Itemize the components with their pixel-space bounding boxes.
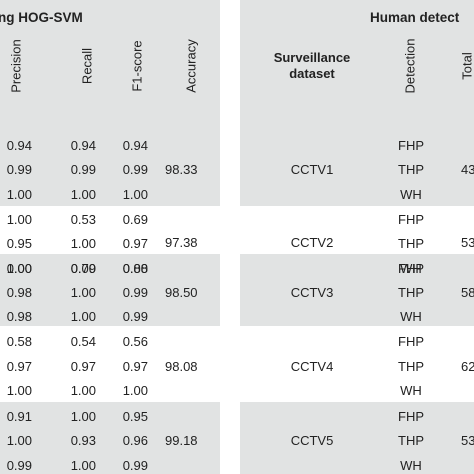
dataset-name: CCTV4 xyxy=(290,359,334,374)
left-header-band xyxy=(0,0,220,130)
cell-accuracy: 98.50 xyxy=(165,285,198,300)
cell-accuracy: 97.38 xyxy=(165,235,198,250)
cell-f1score: 0.97 xyxy=(122,236,148,251)
total-value: 43 xyxy=(461,162,474,177)
cell-precision: 0.94 xyxy=(6,138,32,153)
cell-precision: 0.00 xyxy=(6,261,32,276)
cell-precision: 0.98 xyxy=(6,309,32,324)
detection-label: THP xyxy=(398,236,424,251)
detection-label: THP xyxy=(398,162,424,177)
total-header: Total xyxy=(459,52,474,80)
cell-accuracy: 99.18 xyxy=(165,433,198,448)
detection-label: WH xyxy=(400,187,422,202)
right-group-band-3 xyxy=(240,254,474,326)
cell-recall: 1.00 xyxy=(70,409,96,424)
col-header-accuracy: Accuracy xyxy=(183,39,199,93)
cell-precision: 1.00 xyxy=(6,212,32,227)
cell-f1score: 0.99 xyxy=(122,309,148,324)
cell-recall: 0.93 xyxy=(70,433,96,448)
cell-precision: 0.97 xyxy=(6,359,32,374)
total-value: 62 xyxy=(461,359,474,374)
dataset-name: CCTV1 xyxy=(290,162,334,177)
total-value: 58 xyxy=(461,285,474,300)
detection-label: FHP xyxy=(398,409,424,424)
right-table-title: Human detect xyxy=(370,10,460,25)
detection-label: THP xyxy=(398,285,424,300)
dataset-name: CCTV2 xyxy=(290,235,334,250)
cell-recall: 0.94 xyxy=(70,138,96,153)
cell-recall: 0.00 xyxy=(70,261,96,276)
left-group-band-3 xyxy=(0,254,220,326)
cell-precision: 1.00 xyxy=(6,433,32,448)
cell-precision: 0.95 xyxy=(6,236,32,251)
left-group-band-5 xyxy=(0,402,220,474)
cell-recall: 1.00 xyxy=(70,187,96,202)
cell-f1score: 0.99 xyxy=(122,285,148,300)
cell-precision: 1.00 xyxy=(6,261,32,276)
cell-precision: 0.58 xyxy=(6,334,32,349)
cell-recall: 0.79 xyxy=(70,261,96,276)
cell-accuracy: 98.08 xyxy=(165,359,198,374)
cell-recall: 1.00 xyxy=(70,285,96,300)
cell-f1score: 0.95 xyxy=(122,409,148,424)
cell-f1score: 0.94 xyxy=(122,138,148,153)
total-value: 53 xyxy=(461,235,474,250)
detection-label: THP xyxy=(398,433,424,448)
cell-recall: 1.00 xyxy=(70,236,96,251)
cell-recall: 1.00 xyxy=(70,309,96,324)
cell-recall: 0.97 xyxy=(70,359,96,374)
left-group-band-1 xyxy=(0,130,220,206)
cell-f1score: 0.99 xyxy=(122,162,148,177)
detection-label: WH xyxy=(400,458,422,473)
cell-f1score: 1.00 xyxy=(122,187,148,202)
col-header-f1score: F1-score xyxy=(129,40,145,92)
cell-f1score: 0.56 xyxy=(122,334,148,349)
col-header-precision: Precision xyxy=(8,39,24,93)
detection-label: WH xyxy=(400,383,422,398)
cell-f1score: 0.00 xyxy=(122,261,148,276)
cell-recall: 0.99 xyxy=(70,162,96,177)
dataset-name: CCTV5 xyxy=(290,433,334,448)
total-value: 53 xyxy=(461,433,474,448)
detection-label: WH xyxy=(400,309,422,324)
cell-precision: 0.98 xyxy=(6,285,32,300)
detection-label: FHP xyxy=(398,138,424,153)
detection-label: FHP xyxy=(398,261,424,276)
detection-header: Detection xyxy=(402,38,418,94)
dataset-name: CCTV3 xyxy=(290,285,334,300)
cell-f1score: 0.69 xyxy=(122,212,148,227)
cell-precision: 0.99 xyxy=(6,458,32,473)
right-group-band-5 xyxy=(240,402,474,474)
cell-precision: 1.00 xyxy=(6,187,32,202)
cell-recall: 1.00 xyxy=(70,383,96,398)
left-table-title: ng HOG-SVM xyxy=(0,10,83,25)
cell-precision: 0.99 xyxy=(6,162,32,177)
surveillance-dataset-header: Surveillance dataset xyxy=(273,50,351,82)
cell-recall: 0.54 xyxy=(70,334,96,349)
detection-label: FHP xyxy=(398,212,424,227)
cell-accuracy: 98.33 xyxy=(165,162,198,177)
right-group-band-1 xyxy=(240,130,474,206)
detection-label: FHP xyxy=(398,334,424,349)
cell-f1score: 0.88 xyxy=(122,261,148,276)
cell-f1score: 1.00 xyxy=(122,383,148,398)
cell-f1score: 0.96 xyxy=(122,433,148,448)
col-header-recall: Recall xyxy=(79,47,95,85)
right-header-band xyxy=(240,0,474,130)
cell-recall: 1.00 xyxy=(70,458,96,473)
detection-label: THP xyxy=(398,359,424,374)
cell-precision: 0.91 xyxy=(6,409,32,424)
detection-label: WH xyxy=(400,261,422,276)
cell-f1score: 0.99 xyxy=(122,458,148,473)
cell-recall: 0.53 xyxy=(70,212,96,227)
cell-precision: 1.00 xyxy=(6,383,32,398)
cell-f1score: 0.97 xyxy=(122,359,148,374)
